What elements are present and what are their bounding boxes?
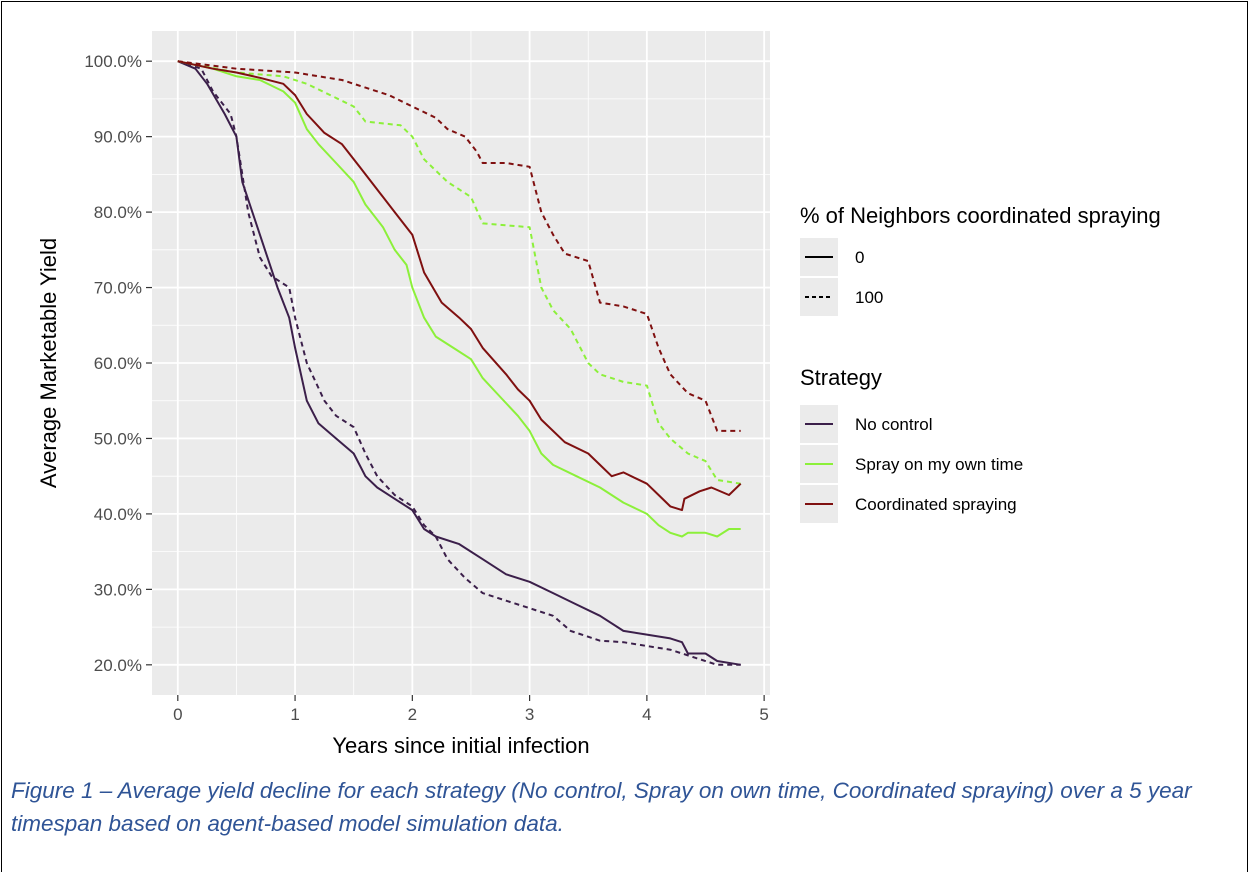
y-tick-label: 100.0%	[84, 52, 142, 71]
y-tick-label: 20.0%	[94, 656, 142, 675]
legend-label: 100	[855, 288, 883, 307]
series-lines	[177, 60, 742, 666]
figure-caption: Figure 1 – Average yield decline for eac…	[11, 778, 1192, 836]
series-line-2	[177, 60, 741, 538]
y-tick-label: 50.0%	[94, 429, 142, 448]
y-axis: 20.0% 30.0% 40.0% 50.0% 60.0% 70.0% 80.0% 90.0%…	[84, 52, 152, 675]
legend-title-strategy: Strategy	[800, 365, 882, 390]
series-line-4	[177, 60, 742, 512]
legend-label: No control	[855, 415, 932, 434]
x-tick-label: 2	[408, 705, 417, 724]
x-axis-label: Years since initial infection	[332, 733, 589, 758]
legend-label: Spray on my own time	[855, 455, 1023, 474]
line-chart: 20.0% 30.0% 40.0% 50.0% 60.0% 70.0% 80.0% 90.0%…	[36, 31, 1161, 758]
y-axis-label: Average Marketable Yield	[36, 238, 61, 488]
x-tick-label: 1	[290, 705, 299, 724]
y-tick-label: 90.0%	[94, 128, 142, 147]
y-tick-label: 40.0%	[94, 505, 142, 524]
x-axis: 0 1 2 3 4 5	[173, 695, 769, 724]
x-tick-label: 0	[173, 705, 182, 724]
grid-major	[152, 31, 770, 695]
series-line-3	[177, 60, 741, 485]
legend: % of Neighbors coordinated spraying 0 100 S…	[800, 203, 1161, 523]
y-tick-label: 60.0%	[94, 354, 142, 373]
series-line-5	[177, 60, 741, 432]
legend-label: 0	[855, 248, 864, 267]
y-tick-label: 30.0%	[94, 580, 142, 599]
x-tick-label: 3	[525, 705, 534, 724]
x-tick-label: 4	[642, 705, 651, 724]
y-tick-label: 70.0%	[94, 279, 142, 298]
series-line-0	[177, 60, 741, 666]
series-line-1	[177, 60, 741, 666]
legend-title-neighbors: % of Neighbors coordinated spraying	[800, 203, 1161, 228]
y-tick-label: 80.0%	[94, 203, 142, 222]
x-tick-label: 5	[759, 705, 768, 724]
legend-label: Coordinated spraying	[855, 495, 1017, 514]
